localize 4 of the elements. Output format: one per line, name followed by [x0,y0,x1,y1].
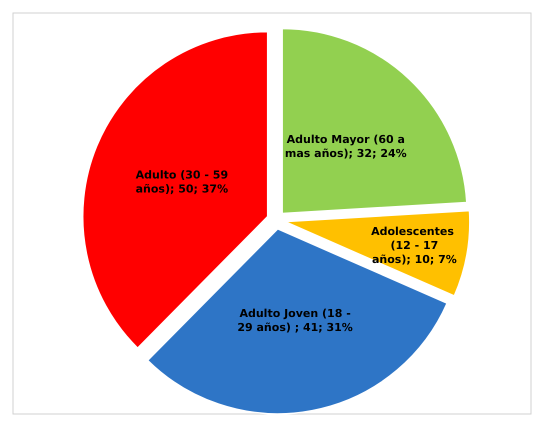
slice-label: Adolescentes (12 - 17 años); 10; 7% [371,224,458,266]
slice-label: Adulto (30 - 59 años); 50; 37% [136,168,228,196]
slice-label: Adulto Mayor (60 a mas años); 32; 24% [284,132,407,160]
slice-label: Adulto Joven (18 - 29 años) ; 41; 31% [237,306,353,334]
